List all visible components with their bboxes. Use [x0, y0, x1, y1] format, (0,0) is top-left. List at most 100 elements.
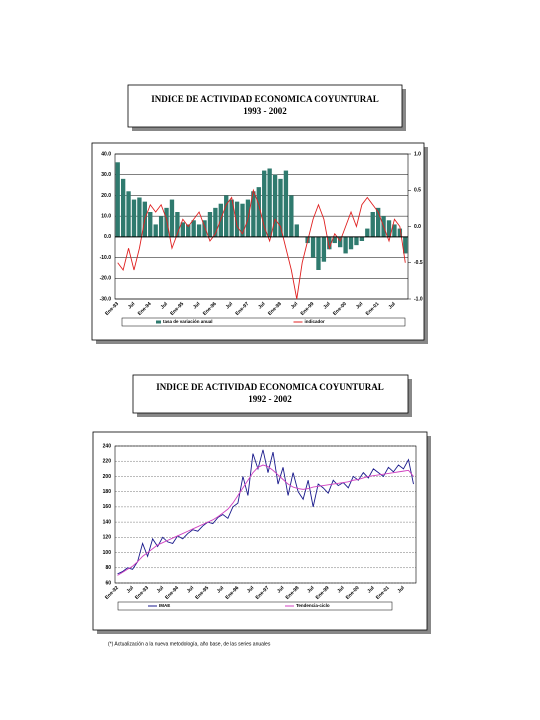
bar: [158, 216, 164, 237]
chart-subtitle: 1993 - 2002: [243, 106, 287, 116]
bar: [289, 195, 294, 237]
x-tick-label: Jul: [225, 301, 235, 311]
y-tick-label: 40.0: [101, 151, 111, 157]
bar: [343, 236, 348, 254]
title-box: [132, 374, 409, 414]
y-tick-label: 160: [103, 504, 112, 510]
bar: [148, 212, 153, 237]
x-tick-label: Jul: [192, 301, 202, 311]
y-tick-label: 10.0: [101, 213, 111, 219]
y2-tick-label: 1.0: [414, 151, 421, 157]
x-tick-label: Jul: [246, 585, 256, 595]
y-tick-label: 80: [105, 565, 111, 571]
bar: [229, 199, 234, 237]
x-tick-label: Jul: [126, 585, 136, 595]
bar: [251, 191, 256, 237]
legend-label: indicador: [305, 319, 326, 324]
bar: [332, 236, 337, 244]
y2-tick-label: 0.0: [414, 224, 421, 230]
bar: [397, 228, 403, 237]
bar: [191, 220, 196, 237]
legend-label: tasa de variación anual: [163, 319, 213, 324]
y-tick-label: 240: [103, 443, 112, 449]
bar: [294, 224, 299, 237]
bar: [202, 220, 207, 237]
bar: [234, 201, 240, 237]
bar: [196, 224, 202, 237]
plot-frame: [114, 445, 417, 584]
x-tick-label: Jul: [127, 301, 137, 311]
bar: [262, 170, 267, 237]
footnote: (*) Actualización a la nueva metodología…: [108, 641, 271, 647]
y-tick-label: 120: [103, 535, 112, 541]
y-tick-label: 140: [103, 519, 112, 525]
line: [117, 464, 414, 576]
bar: [354, 236, 359, 246]
bar: [386, 220, 392, 237]
bar: [186, 224, 191, 237]
title-box: [127, 84, 403, 128]
x-tick-label: Jul: [336, 585, 346, 595]
chart-subtitle: 1992 - 2002: [248, 394, 292, 404]
bar: [267, 168, 272, 237]
bar: [126, 191, 131, 237]
x-tick-label: Jul: [290, 301, 300, 311]
bar: [365, 228, 370, 237]
y-tick-label: 100: [103, 550, 112, 556]
y-tick-label: 200: [103, 474, 112, 480]
bar: [316, 236, 321, 270]
bar: [321, 236, 327, 262]
line: [117, 188, 406, 300]
x-tick-label: Jul: [396, 585, 406, 595]
y-tick-label: -20.0: [100, 276, 112, 282]
bar: [131, 199, 137, 237]
x-tick-label: Jul: [156, 585, 166, 595]
legend-box: [117, 601, 393, 611]
bar: [169, 199, 175, 237]
bar: [180, 222, 185, 237]
bar: [224, 195, 229, 237]
x-tick-label: Jul: [276, 585, 286, 595]
bar: [348, 236, 354, 250]
bar: [153, 224, 158, 237]
bar: [207, 212, 213, 237]
legend-label: IMAE: [159, 603, 170, 608]
plot-frame: [114, 153, 409, 300]
bar: [115, 162, 120, 237]
y-tick-label: 30.0: [101, 172, 111, 178]
bar: [338, 236, 343, 248]
bar: [359, 236, 365, 241]
x-tick-label: Jul: [216, 585, 226, 595]
bar: [137, 197, 142, 237]
bar: [213, 207, 218, 237]
bar: [327, 236, 332, 250]
bar: [120, 178, 126, 237]
bar: [392, 224, 397, 237]
y-tick-label: 60: [105, 580, 111, 586]
x-tick-label: Jul: [355, 301, 365, 311]
y-tick-label: 20.0: [101, 193, 111, 199]
x-tick-label: Jul: [257, 301, 267, 311]
y2-tick-label: -1.0: [414, 296, 423, 302]
chart-box: [91, 142, 425, 341]
x-tick-label: Jul: [186, 585, 196, 595]
bar: [403, 236, 408, 254]
bar: [240, 203, 245, 237]
x-tick-label: Jul: [366, 585, 376, 595]
y-tick-label: -10.0: [100, 255, 112, 261]
bar: [272, 174, 278, 237]
chart-title: INDICE DE ACTIVIDAD ECONOMICA COYUNTURAL: [156, 382, 384, 392]
legend-box: [121, 317, 406, 327]
legend-label: Tendencia-ciclo: [296, 603, 330, 608]
bar: [256, 187, 261, 237]
y-tick-label: 0.0: [104, 234, 111, 240]
y2-tick-label: -0.5: [414, 260, 423, 266]
bar: [375, 207, 381, 237]
x-tick-label: Jul: [322, 301, 332, 311]
chart-title: INDICE DE ACTIVIDAD ECONOMICA COYUNTURAL: [151, 94, 379, 104]
y-tick-label: 220: [103, 459, 112, 465]
bar: [175, 212, 180, 237]
bar: [370, 212, 375, 237]
x-tick-label: Jul: [306, 585, 316, 595]
